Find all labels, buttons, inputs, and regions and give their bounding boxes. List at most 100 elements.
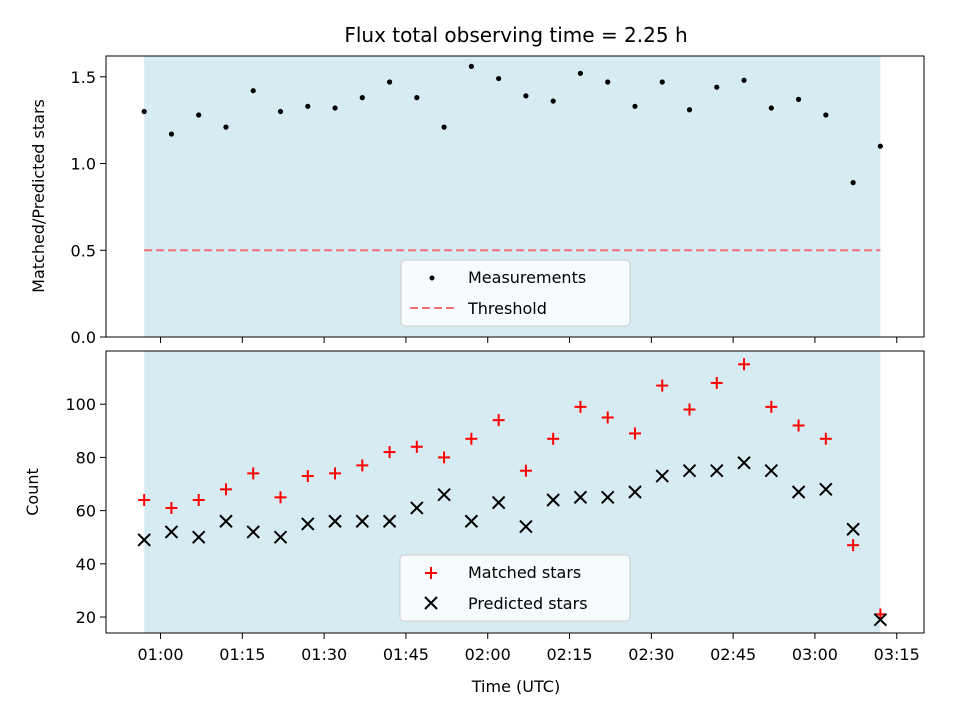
measurement-point	[795, 96, 802, 102]
predicted-star-point	[137, 533, 151, 547]
predicted-star-point	[164, 525, 179, 539]
bottom-x-axis: 01:00 01:15 01:30 01:45 02:00 02:15 02:30 02:45…	[137, 633, 920, 664]
top-y-tick-label: 0.0	[71, 328, 96, 347]
measurement-point	[741, 77, 747, 83]
matched-star-point	[738, 358, 751, 371]
legend-marker-measurements	[429, 275, 435, 281]
measurement-point	[168, 131, 175, 137]
matched-star-point	[383, 446, 396, 459]
measurement-point	[823, 112, 829, 118]
measurement-point	[496, 75, 502, 82]
matched-star-point	[710, 376, 723, 389]
predicted-star-mark-b	[328, 514, 342, 528]
matched-star-point	[492, 414, 505, 427]
predicted-star-mark-b	[437, 487, 451, 502]
predicted-star-mark-b	[191, 530, 206, 544]
bottom-x-tick-label: 01:00	[137, 645, 183, 664]
predicted-star-point	[628, 485, 642, 499]
measurement-point	[359, 95, 365, 101]
legend-marker-predicted-stars	[424, 596, 438, 610]
bottom-series	[137, 358, 888, 627]
predicted-star-point	[791, 485, 806, 499]
matched-star-point	[547, 432, 560, 445]
predicted-star-mark-b	[164, 525, 179, 539]
top-y-tick-label: 1.0	[71, 155, 96, 174]
bottom-y-tick-label: 40	[76, 555, 96, 574]
matched-star-point	[138, 493, 151, 506]
bottom-x-tick-label: 03:00	[792, 645, 838, 664]
predicted-star-mark-b	[873, 612, 888, 627]
top-x-axis-ticks	[160, 337, 898, 343]
matched-star-point	[219, 483, 232, 496]
bottom-x-tick-label: 02:45	[710, 645, 756, 664]
predicted-star-mark-b	[382, 514, 397, 528]
matched-star-point	[438, 451, 451, 464]
matched-star-point	[356, 459, 369, 472]
predicted-star-mark-b	[791, 485, 806, 499]
bottom-x-tick-label: 02:30	[628, 645, 674, 664]
bottom-y-tick-label: 100	[65, 395, 96, 414]
x-axis-label: Time (UTC)	[471, 677, 560, 696]
matched-star-point	[329, 467, 342, 480]
matched-star-point	[301, 470, 314, 483]
predicted-star-point	[573, 490, 588, 505]
predicted-star-point	[519, 519, 533, 534]
predicted-star-point	[382, 514, 397, 528]
predicted-star-mark-b	[137, 533, 151, 547]
predicted-star-mark-b	[655, 469, 669, 483]
bottom-legend-box	[399, 554, 631, 622]
predicted-star-point	[410, 501, 424, 515]
matched-star-point	[628, 427, 641, 440]
measurement-point	[441, 124, 447, 130]
matched-star-point	[847, 539, 860, 552]
predicted-star-mark-b	[273, 530, 288, 544]
measurements-series	[141, 63, 883, 186]
predicted-star-point	[437, 487, 451, 502]
legend-label-threshold: Threshold	[467, 299, 547, 318]
predicted-star-point	[355, 514, 370, 528]
measurement-point	[659, 79, 665, 85]
predicted-star-mark-b	[600, 490, 615, 505]
measurement-point	[414, 95, 420, 101]
matched-star-point	[465, 432, 478, 445]
predicted-star-point	[600, 490, 615, 505]
predicted-star-point	[846, 522, 860, 536]
legend-marker-matched-stars	[425, 567, 437, 579]
matched-star-point	[683, 403, 696, 416]
predicted-star-point	[301, 517, 315, 531]
matched-star-point	[792, 419, 805, 432]
top-y-tick-label: 0.5	[71, 241, 96, 260]
bottom-x-tick-label: 01:45	[383, 645, 429, 664]
legend-label-predicted-stars: Predicted stars	[468, 594, 588, 613]
bottom-x-tick-label: 01:15	[219, 645, 265, 664]
measurement-point	[386, 79, 393, 85]
chart-title: Flux total observing time = 2.25 h	[344, 23, 687, 47]
bottom-y-tick-label: 80	[76, 448, 96, 467]
measurement-point	[196, 112, 202, 118]
measurement-point	[632, 103, 638, 109]
measurement-point	[877, 143, 883, 149]
matched-star-point	[192, 493, 205, 506]
predicted-star-point	[873, 612, 888, 627]
measurement-point	[250, 88, 256, 94]
matched-star-point	[765, 400, 778, 413]
measurement-point	[305, 103, 311, 109]
measurement-point	[223, 124, 229, 130]
predicted-star-point	[464, 514, 479, 528]
predicted-star-point	[191, 530, 206, 544]
matched-star-point	[247, 467, 260, 480]
predicted-star-mark-b	[219, 514, 233, 528]
measurement-point	[277, 108, 284, 115]
matched-star-point	[574, 400, 587, 413]
measurement-point	[577, 70, 584, 76]
predicted-star-point	[273, 530, 288, 544]
bottom-x-tick-label: 03:15	[874, 645, 920, 664]
bottom-legend: Matched stars Predicted stars	[399, 554, 631, 622]
matched-star-point	[274, 491, 287, 504]
predicted-star-mark-b	[546, 493, 560, 507]
legend-label-measurements: Measurements	[468, 268, 586, 287]
predicted-star-point	[655, 469, 669, 483]
top-legend: Measurements Threshold	[400, 259, 631, 327]
predicted-star-mark-b	[737, 456, 751, 470]
